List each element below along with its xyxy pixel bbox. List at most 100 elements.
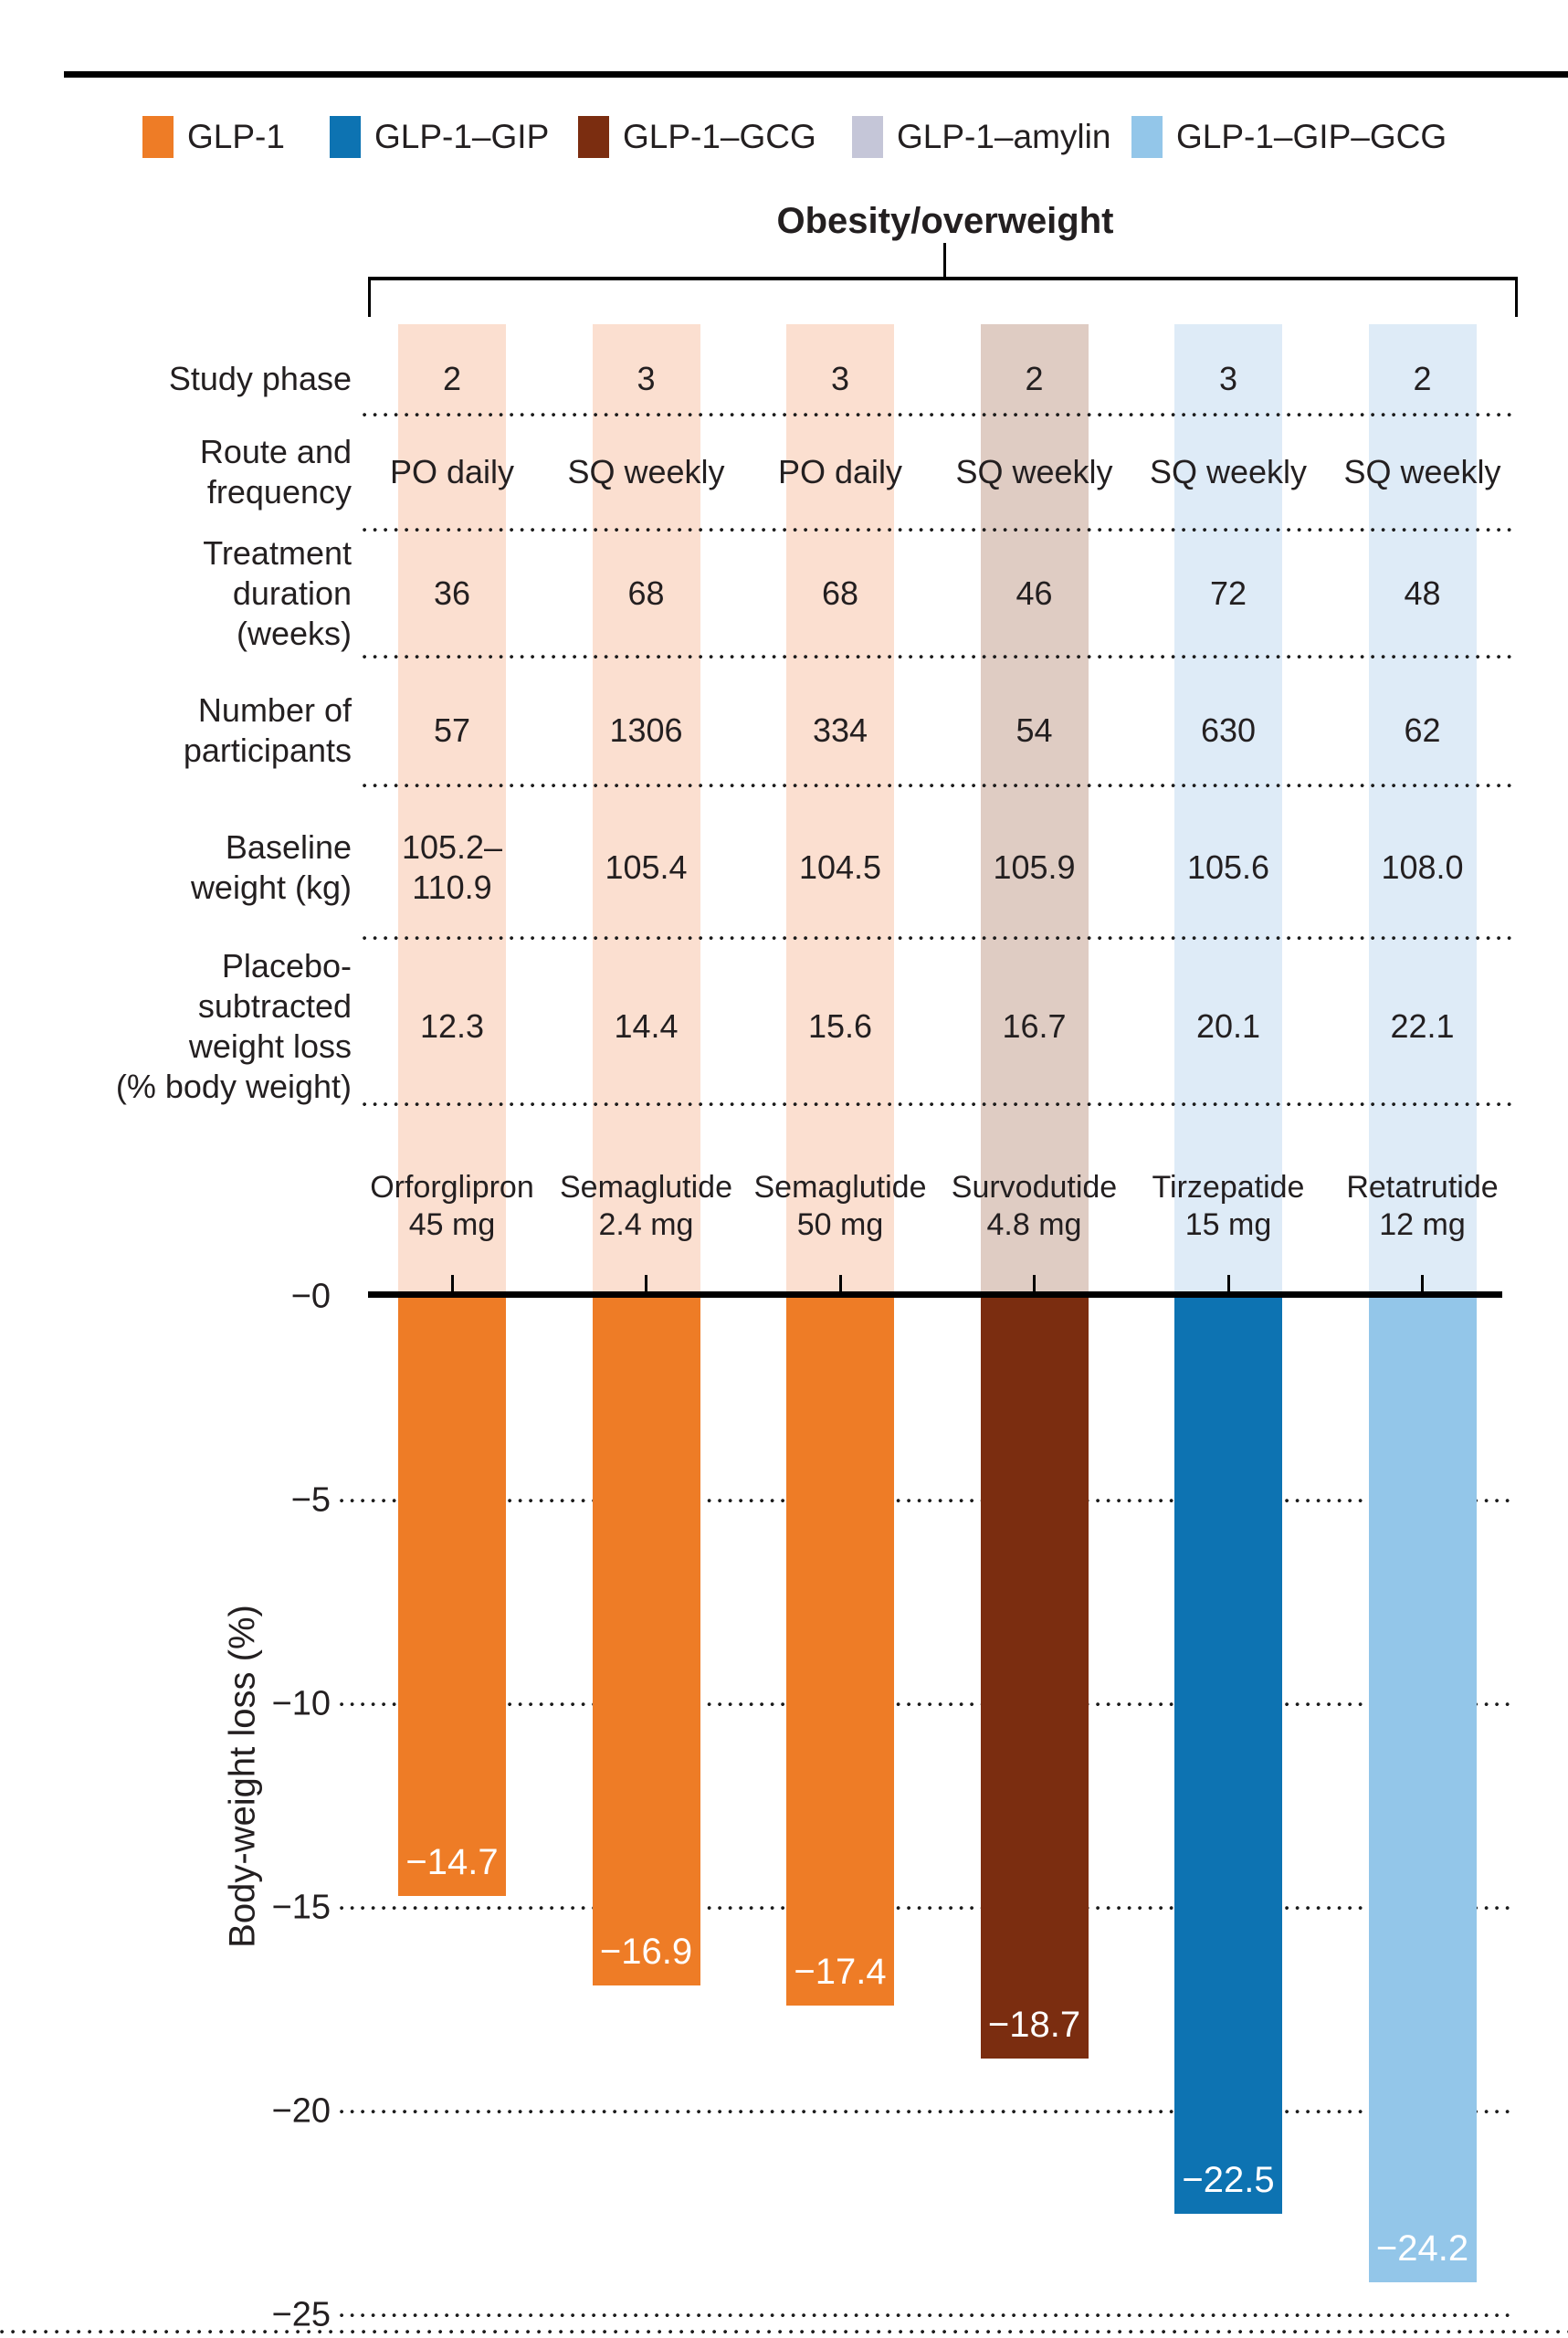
table-cell: SQ weekly [1343, 453, 1501, 491]
row-label: Baseline weight (kg) [190, 828, 352, 906]
axis-tick [1033, 1275, 1036, 1297]
bar: −18.7 [980, 1297, 1089, 2059]
bar: −24.2 [1368, 1297, 1477, 2282]
table-cell: 57 [433, 711, 471, 750]
table-cell: 105.4 [605, 848, 688, 887]
axis-tick [645, 1275, 647, 1297]
y-axis-title: Body-weight loss (%) [222, 1605, 263, 1948]
table-cell: SQ weekly [567, 453, 725, 491]
bar-value-label: −18.7 [987, 2005, 1081, 2045]
column-stripe [786, 324, 894, 1297]
table-cell: 1306 [609, 711, 683, 750]
drug-name-label: Survodutide 4.8 mg [951, 1170, 1118, 1243]
row-label: Number of participants [183, 691, 352, 769]
legend-item: GLP-1–amylin [852, 116, 1110, 158]
table-cell: 105.6 [1186, 848, 1270, 887]
row-separator [363, 413, 1514, 416]
legend-swatch [330, 116, 361, 158]
legend-label: GLP-1–GCG [623, 118, 816, 155]
row-separator [363, 936, 1514, 940]
y-tick-label: −15 [271, 1888, 331, 1927]
axis-tick [1421, 1275, 1424, 1297]
gridline [340, 1906, 1512, 1910]
legend-label: GLP-1 [187, 118, 285, 155]
table-cell: 2 [442, 360, 462, 398]
panel-title: Obesity/overweight [776, 201, 1114, 241]
row-separator [363, 655, 1514, 658]
legend-item: GLP-1–GIP–GCG [1131, 116, 1447, 158]
y-tick-label: −20 [271, 2091, 331, 2131]
legend-swatch [852, 116, 883, 158]
drug-name-label: Orforglipron 45 mg [370, 1170, 534, 1243]
bracket-right-tick [1515, 277, 1518, 317]
table-cell: 62 [1404, 711, 1441, 750]
y-tick-label: −25 [271, 2295, 331, 2334]
table-cell: 22.1 [1390, 1007, 1455, 1046]
table-cell: 334 [812, 711, 868, 750]
drug-name-label: Retatrutide 12 mg [1346, 1170, 1499, 1243]
table-cell: SQ weekly [955, 453, 1113, 491]
bar-value-label: −14.7 [405, 1842, 499, 1882]
drug-name-label: Semaglutide 2.4 mg [559, 1170, 732, 1243]
table-cell: 3 [1218, 360, 1238, 398]
legend-swatch [578, 116, 609, 158]
x-axis-line [368, 1291, 1502, 1298]
table-cell: 54 [1016, 711, 1053, 750]
y-tick-label: −10 [271, 1684, 331, 1723]
gridline [340, 1702, 1512, 1706]
drug-name-label: Semaglutide 50 mg [753, 1170, 927, 1243]
table-cell: 36 [433, 574, 471, 613]
axis-tick [838, 1275, 842, 1297]
table-cell: 3 [637, 360, 656, 398]
table-cell: 3 [830, 360, 850, 398]
bracket-left-tick [368, 277, 371, 317]
column-stripe [1368, 324, 1477, 1297]
bar: −17.4 [786, 1297, 894, 2006]
row-separator [363, 528, 1514, 532]
table-cell: 105.2– 110.9 [401, 828, 503, 906]
gridline [340, 2110, 1512, 2113]
y-tick-label: −5 [290, 1480, 331, 1520]
row-label: Placebo- subtracted weight loss (% body … [115, 947, 352, 1105]
row-label: Route and frequency [199, 433, 352, 511]
column-stripe [398, 324, 506, 1297]
row-separator [363, 784, 1514, 787]
table-cell: 48 [1404, 574, 1441, 613]
axis-tick [1226, 1275, 1230, 1297]
table-cell: 20.1 [1195, 1007, 1261, 1046]
legend-swatch [142, 116, 174, 158]
legend-item: GLP-1 [142, 116, 285, 158]
table-cell: 68 [627, 574, 665, 613]
bar-value-label: −17.4 [794, 1952, 887, 1992]
table-cell: 2 [1025, 360, 1044, 398]
table-cell: 68 [821, 574, 859, 613]
table-cell: 2 [1413, 360, 1432, 398]
bar: −22.5 [1174, 1297, 1282, 2214]
legend-item: GLP-1–GIP [330, 116, 549, 158]
bracket-stem [943, 243, 946, 279]
table-cell: 15.6 [807, 1007, 873, 1046]
table-cell: 108.0 [1381, 848, 1464, 887]
column-stripe [592, 324, 700, 1297]
table-cell: 104.5 [798, 848, 882, 887]
table-cell: PO daily [389, 453, 515, 491]
table-cell: 72 [1209, 574, 1247, 613]
gridline [340, 2313, 1512, 2317]
column-stripe [1174, 324, 1282, 1297]
bottom-edge-clipped-gridline [0, 2330, 1568, 2335]
bar: −14.7 [398, 1297, 506, 1896]
row-label: Study phase [168, 360, 352, 398]
top-rule [64, 71, 1568, 78]
bar-value-label: −24.2 [1375, 2228, 1469, 2269]
table-cell: 46 [1016, 574, 1053, 613]
gridline [340, 1499, 1512, 1502]
table-cell: 105.9 [993, 848, 1076, 887]
bar-value-label: −22.5 [1182, 2160, 1275, 2200]
legend-label: GLP-1–amylin [897, 118, 1111, 155]
y-tick-label: −0 [290, 1277, 331, 1316]
table-cell: 630 [1200, 711, 1257, 750]
axis-tick [450, 1275, 454, 1297]
legend-label: GLP-1–GIP–GCG [1176, 118, 1447, 155]
table-cell: 12.3 [419, 1007, 485, 1046]
